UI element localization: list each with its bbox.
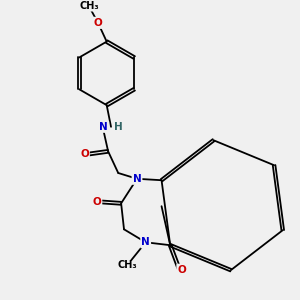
Text: N: N (99, 122, 108, 132)
Text: CH₃: CH₃ (117, 260, 137, 269)
Text: H: H (114, 122, 123, 132)
Text: O: O (80, 149, 89, 159)
Text: O: O (92, 197, 101, 207)
Text: N: N (133, 174, 141, 184)
Text: N: N (141, 237, 150, 247)
Text: CH₃: CH₃ (80, 1, 99, 10)
Text: O: O (177, 265, 186, 275)
Text: O: O (94, 18, 102, 28)
